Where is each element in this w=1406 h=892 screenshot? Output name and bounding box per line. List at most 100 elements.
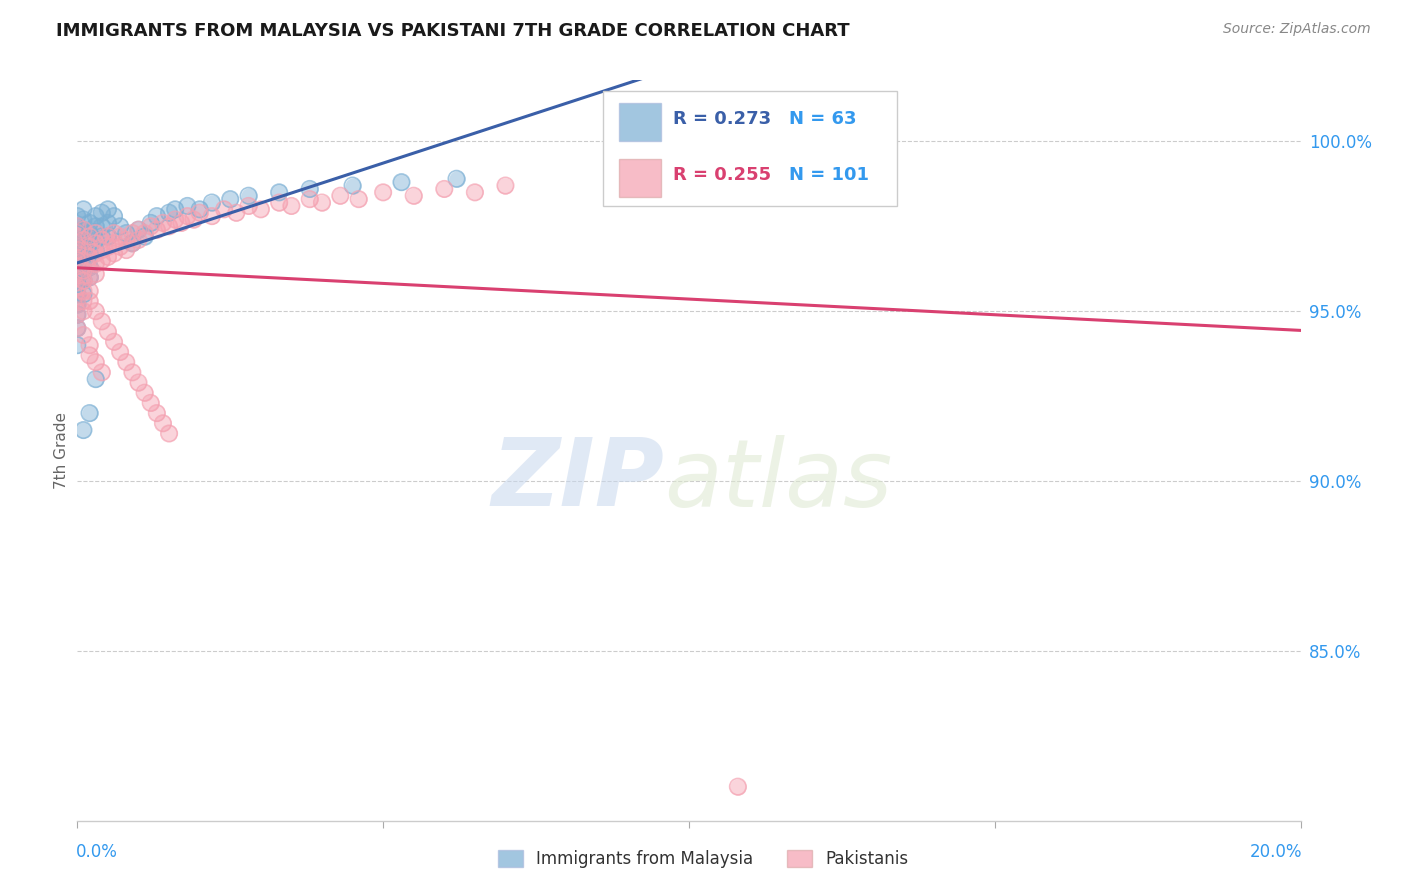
Point (402, 188, 425, 202)
Point (66, 287, 89, 301)
Point (72, 223, 94, 237)
Point (79, 406, 101, 420)
Point (72, 263, 94, 277)
Point (84, 236, 107, 251)
Point (79, 270, 101, 285)
Point (342, 178, 364, 193)
Point (84, 233, 107, 247)
Point (103, 246, 125, 260)
Point (72, 253, 94, 268)
Point (115, 243, 138, 257)
Point (146, 223, 169, 237)
Point (97, 216, 120, 230)
Point (66, 243, 89, 257)
Point (269, 195, 291, 210)
Point (115, 233, 138, 247)
Point (115, 233, 138, 247)
Y-axis label: 7th Grade: 7th Grade (53, 412, 69, 489)
Point (66, 226, 89, 240)
Point (66, 270, 89, 285)
Point (97, 250, 120, 264)
Point (72, 328, 94, 343)
Point (139, 219, 162, 234)
Text: 20.0%: 20.0% (1250, 843, 1302, 861)
Point (79, 284, 101, 298)
Point (79, 246, 101, 260)
Point (79, 260, 101, 274)
Point (66, 297, 89, 311)
Point (84, 372, 107, 386)
Point (84, 226, 107, 240)
Point (72, 233, 94, 247)
Point (108, 229, 131, 244)
Point (134, 229, 156, 244)
Point (134, 226, 156, 240)
Point (72, 253, 94, 268)
Point (115, 243, 138, 257)
Point (66, 287, 89, 301)
Point (79, 236, 101, 251)
Point (79, 348, 101, 362)
Point (311, 195, 333, 210)
Text: ZIP: ZIP (492, 434, 665, 526)
Point (84, 243, 107, 257)
Point (66, 270, 89, 285)
Point (72, 243, 94, 257)
Point (134, 229, 156, 244)
Point (72, 223, 94, 237)
Point (139, 396, 162, 410)
Point (66, 308, 89, 322)
Point (72, 233, 94, 247)
Point (79, 226, 101, 240)
Point (66, 297, 89, 311)
Point (139, 216, 162, 230)
Point (72, 243, 94, 257)
Point (79, 226, 101, 240)
Point (402, 188, 425, 202)
Point (72, 243, 94, 257)
Point (127, 376, 149, 390)
Point (66, 321, 89, 335)
Point (72, 263, 94, 277)
Point (97, 229, 120, 244)
Point (84, 355, 107, 369)
Point (79, 270, 101, 285)
Point (66, 253, 89, 268)
Point (84, 219, 107, 234)
Point (225, 205, 247, 219)
Point (127, 376, 149, 390)
Point (329, 188, 352, 202)
Point (66, 226, 89, 240)
Point (97, 240, 120, 254)
Point (66, 280, 89, 294)
Point (121, 236, 143, 251)
Point (157, 219, 180, 234)
Point (176, 199, 198, 213)
Point (115, 226, 138, 240)
Point (108, 345, 131, 359)
Point (66, 219, 89, 234)
Point (66, 240, 89, 254)
Point (66, 253, 89, 268)
Point (66, 253, 89, 268)
Point (238, 188, 260, 202)
Point (269, 186, 291, 200)
Point (79, 348, 101, 362)
Point (66, 287, 89, 301)
Point (72, 423, 94, 437)
Point (250, 202, 273, 217)
Point (66, 280, 89, 294)
Point (121, 365, 143, 379)
Point (66, 246, 89, 260)
Point (219, 192, 242, 206)
Point (103, 246, 125, 260)
Point (66, 277, 89, 291)
Point (66, 233, 89, 247)
Legend: Immigrants from Malaysia, Pakistanis: Immigrants from Malaysia, Pakistanis (491, 843, 915, 875)
Point (84, 267, 107, 281)
Point (727, 780, 749, 794)
Point (121, 236, 143, 251)
Point (152, 216, 174, 230)
Point (97, 229, 120, 244)
Point (79, 229, 101, 244)
